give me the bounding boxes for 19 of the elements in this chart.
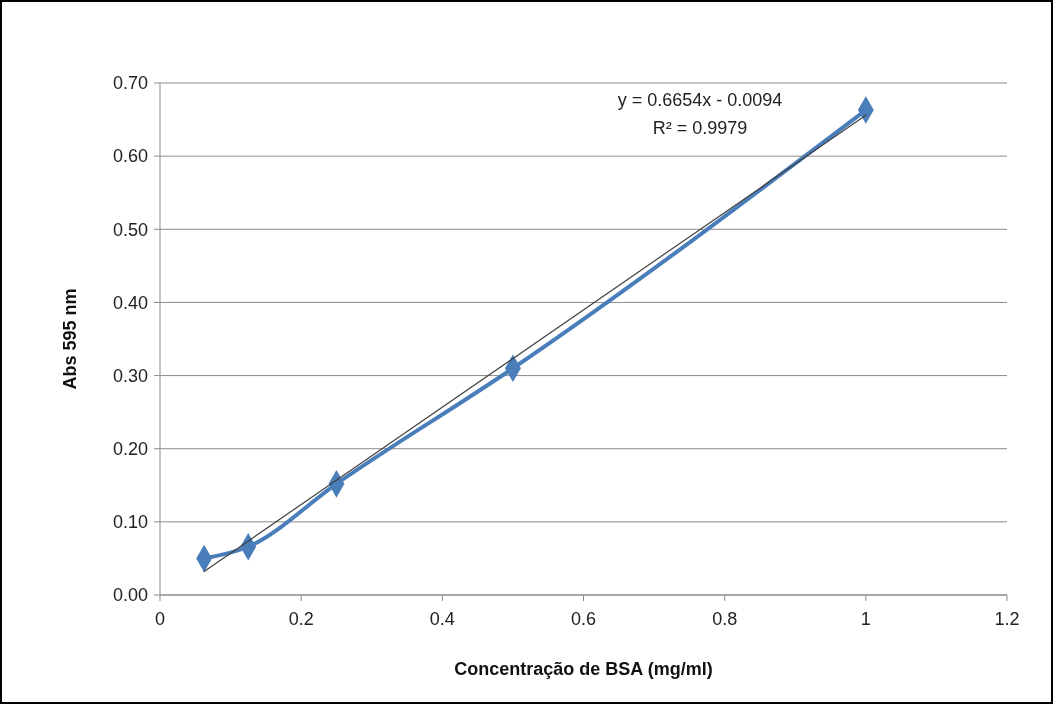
x-tick-label: 0.2: [288, 609, 314, 629]
y-tick-label: 0.30: [112, 365, 148, 386]
x-tick-label: 1: [860, 609, 871, 629]
y-tick-label: 0.70: [112, 73, 148, 94]
annotation: y = 0.6654x - 0.0094: [617, 90, 783, 110]
y-tick-label: 0.60: [112, 146, 148, 167]
y-tick-label: 0.10: [112, 512, 148, 533]
x-tick-label: 0.4: [429, 609, 455, 629]
y-tick-label: 0.00: [112, 585, 148, 606]
y-tick-label: 0.50: [112, 219, 148, 240]
y-axis-title: Abs 595 nm: [60, 288, 80, 390]
annotation: R² = 0.9979: [652, 118, 748, 138]
x-tick-label: 1.2: [994, 609, 1020, 629]
x-axis-title: Concentração de BSA (mg/ml): [454, 659, 713, 679]
y-tick-label: 0.20: [112, 439, 148, 460]
x-tick-label: 0: [154, 609, 166, 629]
y-tick-label: 0.40: [112, 292, 148, 313]
x-tick-label: 0.8: [712, 609, 738, 629]
x-tick-label: 0.6: [570, 609, 597, 629]
